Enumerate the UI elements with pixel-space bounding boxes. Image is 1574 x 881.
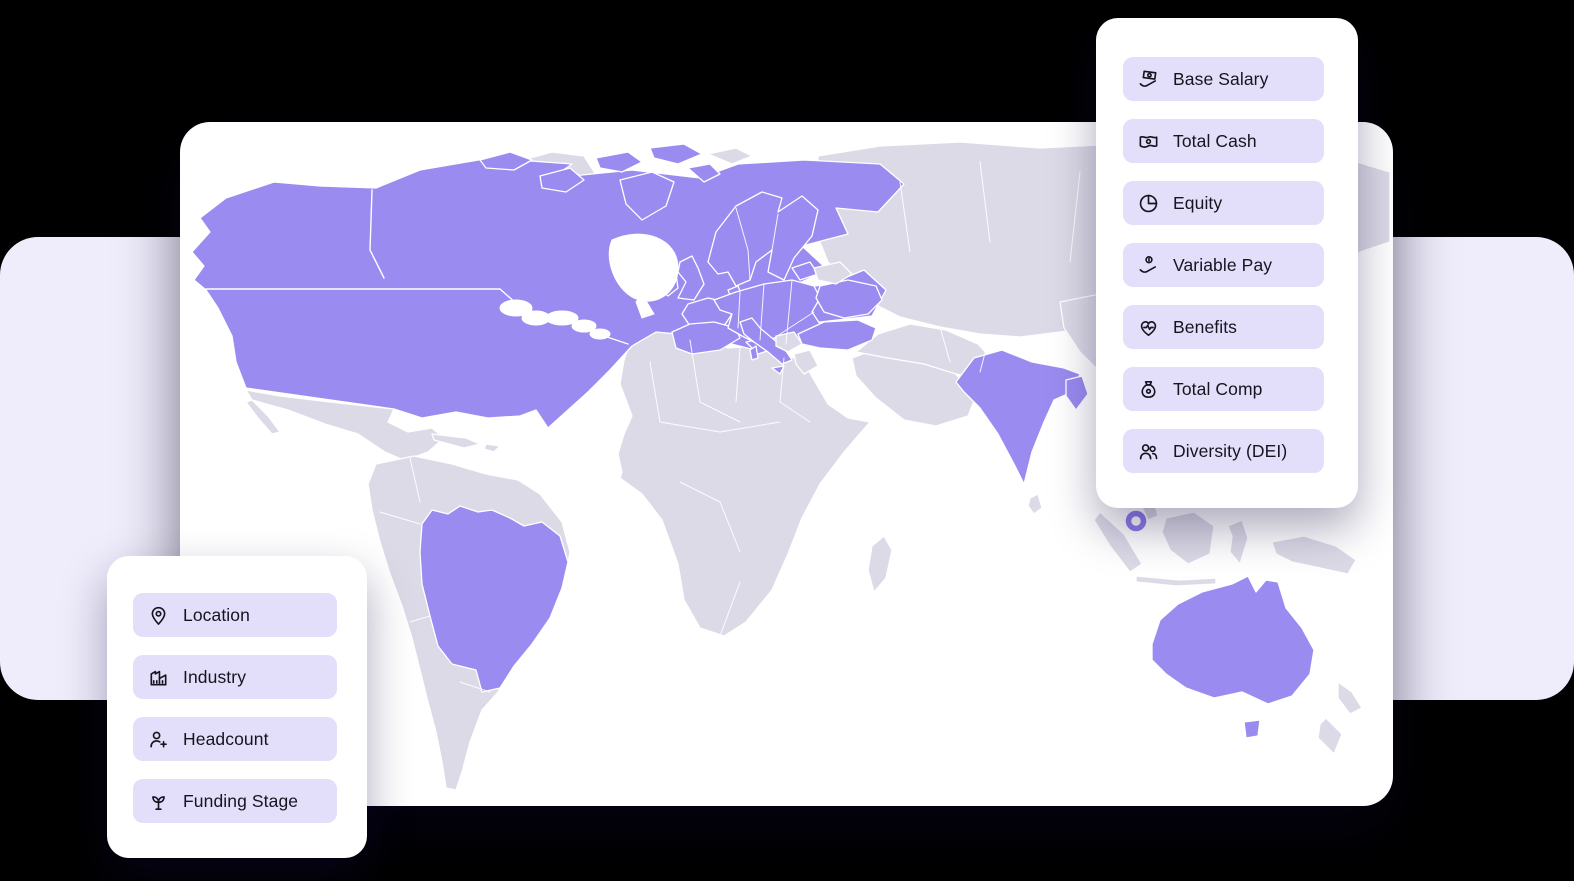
metric-total-comp[interactable]: Total Comp: [1123, 367, 1324, 411]
metric-label: Total Cash: [1173, 130, 1257, 151]
filter-funding-stage[interactable]: Funding Stage: [133, 779, 337, 823]
island-new-guinea: [1271, 535, 1357, 575]
filter-label: Headcount: [183, 728, 269, 749]
metric-base-salary[interactable]: Base Salary: [1123, 57, 1324, 101]
island-madagascar: [867, 535, 893, 593]
users-icon: [1139, 443, 1158, 460]
country-italy: [739, 317, 793, 365]
filters-panel: Location Industry Headcount Funding Stag…: [107, 556, 367, 858]
banknote-icon: [1139, 135, 1158, 148]
continent-africa: [617, 329, 871, 637]
country-india: [955, 349, 1081, 485]
metric-label: Diversity (DEI): [1173, 440, 1288, 461]
region-scandinavia: [707, 191, 819, 287]
country-turkey: [797, 319, 877, 351]
great-lakes: [499, 299, 533, 317]
metric-diversity[interactable]: Diversity (DEI): [1123, 429, 1324, 473]
country-bangladesh: [1065, 375, 1089, 411]
country-borders: [205, 161, 1181, 693]
metric-variable-pay[interactable]: Variable Pay: [1123, 243, 1324, 287]
alaska-border: [369, 189, 385, 279]
country-united-kingdom: [677, 255, 705, 301]
metric-benefits[interactable]: Benefits: [1123, 305, 1324, 349]
pie-chart-icon: [1139, 194, 1158, 212]
metric-total-cash[interactable]: Total Cash: [1123, 119, 1324, 163]
europe-gray-patches: [775, 261, 853, 375]
us-canada-border: [205, 288, 629, 345]
country-spain: [671, 321, 741, 355]
filter-industry[interactable]: Industry: [133, 655, 337, 699]
factory-icon: [150, 670, 167, 686]
highlighted-landmasses: [191, 143, 1315, 739]
money-bag-icon: [1141, 380, 1156, 398]
sprout-icon: [152, 795, 165, 810]
coin-hand-icon: [1139, 255, 1157, 273]
metric-label: Equity: [1173, 192, 1223, 213]
metrics-panel: Base Salary Total Cash Equity Variable P…: [1096, 18, 1358, 508]
singapore-marker: [1125, 510, 1147, 532]
heart-pulse-icon: [1140, 320, 1157, 336]
metric-label: Variable Pay: [1173, 254, 1273, 275]
metric-label: Total Comp: [1173, 378, 1263, 399]
money-hand-icon: [1139, 70, 1157, 87]
filter-label: Industry: [183, 666, 247, 687]
country-australia: [1151, 575, 1315, 705]
country-ukraine: [815, 279, 883, 319]
country-brazil: [419, 505, 569, 693]
filter-location[interactable]: Location: [133, 593, 337, 637]
filter-headcount[interactable]: Headcount: [133, 717, 337, 761]
filter-label: Funding Stage: [183, 790, 299, 811]
user-plus-icon: [150, 731, 167, 748]
filter-label: Location: [183, 604, 250, 625]
metric-label: Base Salary: [1173, 68, 1269, 89]
map-pin-icon: [151, 606, 166, 625]
metric-equity[interactable]: Equity: [1123, 181, 1324, 225]
metric-label: Benefits: [1173, 316, 1238, 337]
hudson-bay: [608, 233, 679, 302]
country-new-zealand: [1337, 681, 1363, 715]
